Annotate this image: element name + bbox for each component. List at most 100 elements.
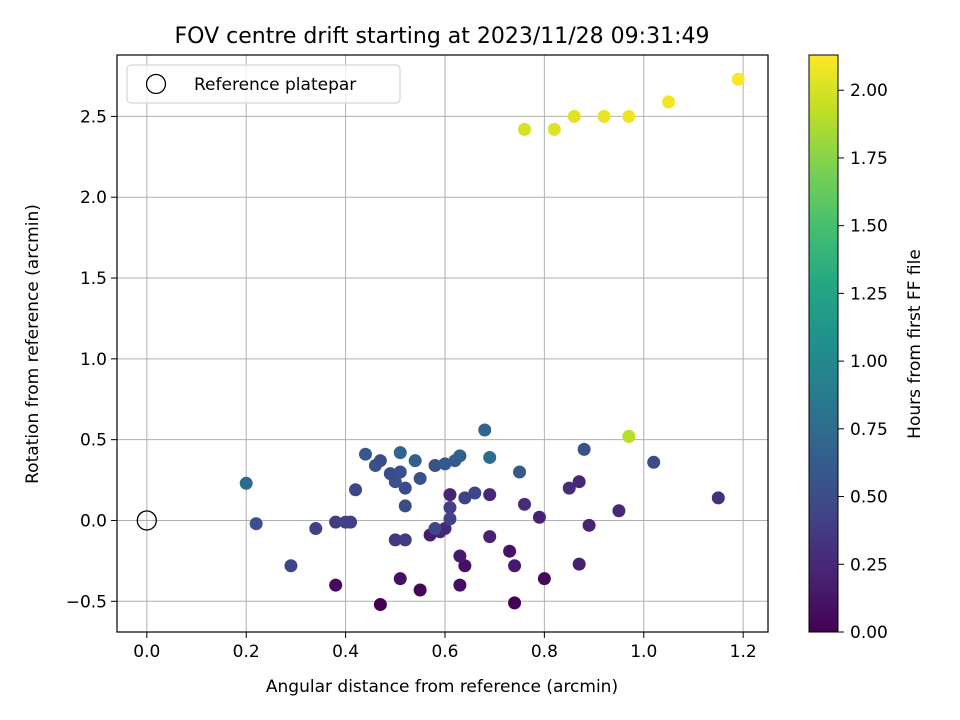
data-point xyxy=(393,465,407,479)
data-point xyxy=(711,491,725,505)
y-axis-ticks: −0.5 0.0 0.5 1.0 1.5 2.0 2.5 xyxy=(66,107,117,612)
x-tick-label: 1.2 xyxy=(730,642,757,662)
colorbar-tick-label: 0.75 xyxy=(850,420,888,440)
colorbar-gradient xyxy=(808,54,839,633)
legend-reference-marker xyxy=(145,73,167,95)
data-point xyxy=(383,467,397,481)
data-point xyxy=(329,578,343,592)
data-point xyxy=(517,497,531,511)
data-point xyxy=(597,109,611,123)
data-point xyxy=(239,476,253,490)
data-point xyxy=(428,459,442,473)
data-point xyxy=(612,504,626,518)
data-point xyxy=(537,572,551,586)
data-point xyxy=(398,481,412,495)
colorbar-tick-label: 1.00 xyxy=(850,352,888,372)
data-point xyxy=(572,475,586,489)
legend-reference-label: Reference platepar xyxy=(194,75,356,95)
plot-background xyxy=(117,55,768,632)
colorbar-tick-label: 1.75 xyxy=(850,149,888,169)
data-point xyxy=(393,446,407,460)
data-point xyxy=(582,518,596,532)
data-point xyxy=(458,559,472,573)
legend-box xyxy=(126,64,401,104)
data-point xyxy=(508,596,522,610)
grid xyxy=(117,55,768,632)
data-point xyxy=(517,122,531,136)
colorbar-tick-label: 1.25 xyxy=(850,284,888,304)
chart-title: FOV centre drift starting at 2023/11/28 … xyxy=(175,24,710,49)
y-tick-label: −0.5 xyxy=(66,592,107,612)
x-axis-ticks: 0.0 0.2 0.4 0.6 0.8 1.0 1.2 xyxy=(133,632,757,662)
y-tick-label: 2.0 xyxy=(80,188,107,208)
y-tick-label: 1.0 xyxy=(80,350,107,370)
colorbar-tick-label: 0.00 xyxy=(850,623,888,643)
data-point xyxy=(249,517,263,531)
data-point xyxy=(513,465,527,479)
reference-platepar-marker xyxy=(136,510,157,531)
data-point xyxy=(443,501,457,515)
data-point xyxy=(503,544,517,558)
colorbar-ticks: 0.00 0.25 0.50 0.75 1.00 1.25 1.50 1.75 2.00 xyxy=(838,81,888,643)
y-tick-label: 0.0 xyxy=(80,511,107,531)
data-point xyxy=(453,449,467,463)
data-point xyxy=(438,522,452,536)
data-point xyxy=(468,486,482,500)
colorbar-tick-label: 0.25 xyxy=(850,555,888,575)
reference-marker-group xyxy=(136,510,157,531)
data-point xyxy=(731,72,745,86)
data-point xyxy=(483,450,497,464)
plot-frame xyxy=(116,54,769,633)
data-point xyxy=(329,515,343,529)
data-point xyxy=(344,515,358,529)
data-point xyxy=(508,559,522,573)
x-tick-label: 0.6 xyxy=(431,642,458,662)
data-point xyxy=(398,499,412,513)
colorbar-tick-label: 0.50 xyxy=(850,488,888,508)
data-point xyxy=(398,533,412,547)
data-point xyxy=(349,483,363,497)
data-point xyxy=(453,578,467,592)
x-tick-label: 0.4 xyxy=(332,642,359,662)
plot-area: 0.0 0.2 0.4 0.6 0.8 1.0 1.2 −0.5 0.0 0.5 1.0 1.5 2.… xyxy=(66,54,769,662)
data-point xyxy=(428,522,442,536)
data-point xyxy=(408,454,422,468)
y-tick-label: 2.5 xyxy=(80,107,107,127)
data-point xyxy=(413,471,427,485)
data-point xyxy=(567,109,581,123)
data-point xyxy=(458,491,472,505)
y-tick-label: 1.5 xyxy=(80,269,107,289)
y-axis-label: Rotation from reference (arcmin) xyxy=(23,204,43,484)
data-point xyxy=(443,488,457,502)
data-point xyxy=(388,533,402,547)
data-point xyxy=(393,572,407,586)
data-point xyxy=(443,512,457,526)
data-point xyxy=(562,481,576,495)
colorbar-tick-label: 2.00 xyxy=(850,81,888,101)
data-point xyxy=(647,455,661,469)
data-point xyxy=(662,95,676,109)
colorbar: 0.00 0.25 0.50 0.75 1.00 1.25 1.50 1.75 2.00 Hou… xyxy=(808,54,925,643)
data-point xyxy=(483,530,497,544)
x-tick-label: 0.2 xyxy=(233,642,260,662)
x-tick-label: 0.8 xyxy=(531,642,558,662)
data-point xyxy=(453,549,467,563)
data-point xyxy=(547,122,561,136)
data-point xyxy=(532,510,546,524)
x-axis-label: Angular distance from reference (arcmin) xyxy=(266,677,618,697)
data-point xyxy=(438,457,452,471)
colorbar-tick-label: 1.50 xyxy=(850,217,888,237)
data-point xyxy=(373,454,387,468)
data-point xyxy=(572,557,586,571)
legend: Reference platepar xyxy=(126,64,401,104)
data-point xyxy=(309,522,323,536)
colorbar-label: Hours from first FF file xyxy=(905,249,925,439)
data-point xyxy=(373,598,387,612)
data-point xyxy=(358,447,372,461)
data-point xyxy=(413,583,427,597)
data-point xyxy=(483,488,497,502)
x-tick-label: 1.0 xyxy=(630,642,657,662)
x-tick-label: 0.0 xyxy=(133,642,160,662)
data-point xyxy=(622,109,636,123)
